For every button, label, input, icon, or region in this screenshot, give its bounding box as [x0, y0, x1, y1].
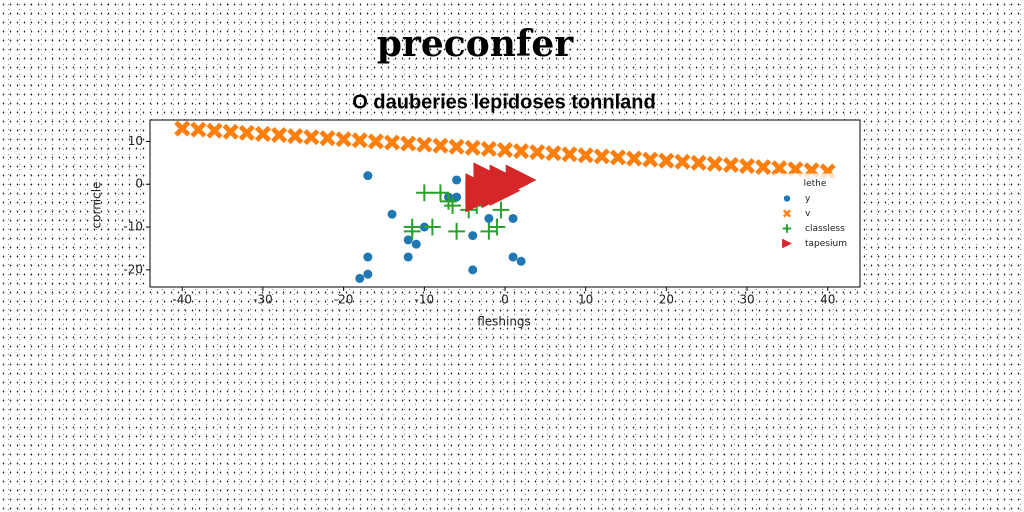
point — [440, 192, 457, 210]
x-tick-label: 20 — [659, 293, 674, 307]
point — [363, 171, 373, 181]
point — [755, 159, 772, 176]
point — [658, 152, 675, 169]
point — [448, 222, 465, 240]
point — [626, 150, 643, 167]
point — [400, 135, 417, 152]
point — [287, 128, 304, 145]
point — [771, 160, 788, 177]
x-tick-label: -10 — [415, 293, 435, 307]
chart-title: O dauberies lepidoses tonnland — [352, 91, 655, 113]
point — [492, 201, 510, 219]
point — [367, 133, 384, 150]
point — [363, 269, 373, 279]
point — [488, 218, 506, 236]
point — [351, 132, 368, 149]
point — [787, 161, 804, 178]
point — [415, 184, 433, 202]
point — [561, 146, 578, 163]
point — [423, 218, 441, 236]
point — [739, 157, 756, 175]
legend-marker — [783, 195, 791, 202]
y-tick-label: 10 — [128, 134, 143, 148]
point — [387, 209, 397, 219]
point — [508, 252, 518, 262]
x-tick-label: 10 — [578, 293, 593, 307]
point — [271, 126, 288, 144]
x-tick-label: 40 — [820, 293, 835, 307]
point — [468, 231, 478, 241]
y-tick-label: 0 — [135, 177, 143, 191]
point — [206, 122, 223, 139]
x-tick-label: -20 — [334, 293, 354, 307]
point — [722, 156, 739, 173]
point — [706, 155, 723, 172]
y-tick-label: -20 — [123, 262, 143, 276]
x-tick-label: -30 — [253, 293, 273, 307]
legend-label: y — [805, 194, 811, 204]
y-axis-label: cornicle — [90, 182, 104, 229]
point — [452, 175, 462, 185]
point — [319, 130, 336, 147]
point — [384, 134, 401, 151]
point — [642, 151, 659, 168]
point — [403, 222, 421, 240]
point — [516, 256, 526, 266]
point — [403, 252, 413, 262]
point — [416, 136, 433, 153]
point — [238, 124, 255, 141]
legend-label: tapesium — [805, 239, 847, 249]
x-tick-label: -40 — [172, 293, 192, 307]
point — [674, 153, 691, 170]
point — [464, 139, 481, 156]
point — [529, 144, 546, 161]
point — [403, 235, 413, 245]
point — [448, 138, 465, 155]
point — [303, 129, 320, 146]
point — [496, 141, 514, 159]
point — [473, 162, 505, 194]
legend-title: lethe — [804, 179, 827, 189]
point — [355, 273, 365, 283]
legend-label: v — [805, 209, 811, 219]
point — [690, 154, 707, 171]
point — [465, 181, 497, 213]
x-axis-label: fleshings — [477, 315, 531, 329]
point — [609, 149, 626, 166]
point — [480, 140, 497, 157]
point — [452, 192, 462, 202]
x-tick-label: 30 — [739, 293, 754, 307]
x-tick-label: 0 — [501, 293, 509, 307]
legend-marker — [782, 209, 792, 218]
page-title: preconfer — [377, 23, 575, 65]
legend-marker — [782, 238, 792, 249]
point — [363, 252, 373, 262]
legend-marker — [782, 224, 792, 233]
point — [593, 148, 610, 165]
point — [222, 123, 239, 140]
point — [335, 131, 352, 148]
point — [468, 265, 478, 275]
point — [411, 239, 421, 249]
point — [174, 120, 191, 137]
point — [545, 145, 562, 162]
point — [432, 137, 449, 154]
plot-area — [149, 119, 861, 288]
point — [508, 213, 518, 223]
point — [489, 175, 521, 207]
point — [484, 213, 494, 223]
point — [513, 143, 530, 160]
point — [254, 125, 271, 142]
point — [444, 197, 461, 215]
point — [480, 222, 498, 240]
point — [190, 121, 207, 138]
point — [577, 147, 594, 164]
point — [432, 184, 449, 202]
y-tick-label: -10 — [123, 220, 143, 234]
legend-label: classless — [805, 224, 845, 234]
